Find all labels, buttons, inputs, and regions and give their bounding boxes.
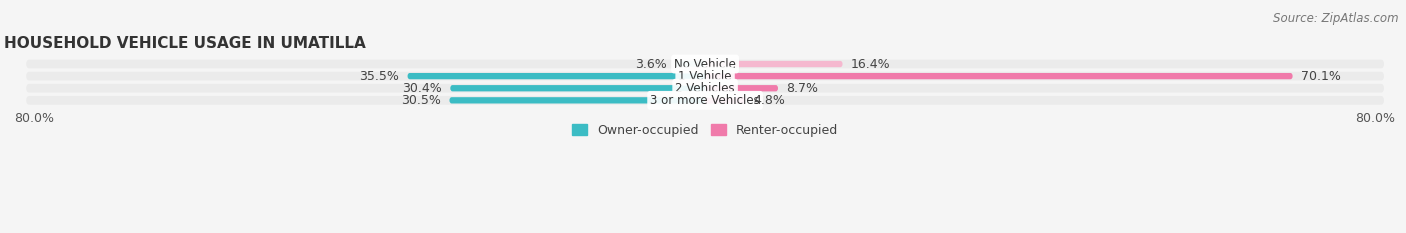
Text: 70.1%: 70.1% — [1301, 70, 1341, 83]
Text: 1 Vehicle: 1 Vehicle — [678, 70, 733, 83]
Text: 8.7%: 8.7% — [786, 82, 818, 95]
FancyBboxPatch shape — [450, 85, 704, 91]
Legend: Owner-occupied, Renter-occupied: Owner-occupied, Renter-occupied — [572, 124, 838, 137]
FancyBboxPatch shape — [450, 97, 704, 103]
FancyBboxPatch shape — [704, 73, 1292, 79]
Text: 4.8%: 4.8% — [754, 94, 786, 107]
Text: 3.6%: 3.6% — [634, 58, 666, 71]
Text: 30.5%: 30.5% — [401, 94, 441, 107]
Text: No Vehicle: No Vehicle — [673, 58, 735, 71]
Text: 35.5%: 35.5% — [360, 70, 399, 83]
FancyBboxPatch shape — [408, 73, 704, 79]
FancyBboxPatch shape — [704, 61, 842, 67]
FancyBboxPatch shape — [27, 96, 1384, 105]
FancyBboxPatch shape — [675, 61, 704, 67]
Text: 16.4%: 16.4% — [851, 58, 890, 71]
Text: 30.4%: 30.4% — [402, 82, 441, 95]
FancyBboxPatch shape — [27, 60, 1384, 68]
FancyBboxPatch shape — [704, 85, 778, 91]
Text: Source: ZipAtlas.com: Source: ZipAtlas.com — [1274, 12, 1399, 25]
Text: HOUSEHOLD VEHICLE USAGE IN UMATILLA: HOUSEHOLD VEHICLE USAGE IN UMATILLA — [4, 36, 366, 51]
FancyBboxPatch shape — [27, 84, 1384, 93]
Text: 3 or more Vehicles: 3 or more Vehicles — [650, 94, 761, 107]
FancyBboxPatch shape — [704, 97, 745, 103]
FancyBboxPatch shape — [27, 72, 1384, 80]
Text: 2 Vehicles: 2 Vehicles — [675, 82, 735, 95]
